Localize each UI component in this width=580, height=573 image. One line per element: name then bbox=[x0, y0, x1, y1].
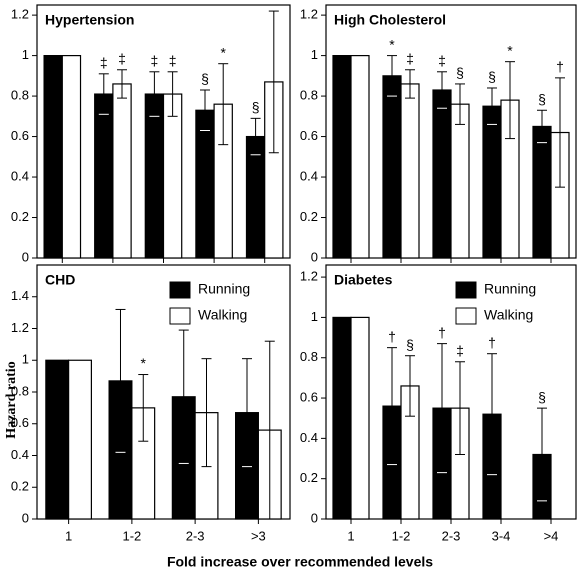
y-tick-label: 0.8 bbox=[11, 88, 29, 103]
bar bbox=[144, 93, 165, 259]
x-tick-label: 2-3 bbox=[186, 528, 205, 543]
significance-mark: ‡ bbox=[118, 50, 126, 66]
significance-mark: ‡ bbox=[406, 50, 414, 66]
significance-mark: ‡ bbox=[456, 342, 464, 358]
y-tick-label: 1.2 bbox=[300, 269, 318, 284]
y-tick-label: 0.4 bbox=[11, 447, 29, 462]
bar bbox=[432, 89, 452, 259]
x-tick-label: >4 bbox=[544, 528, 559, 543]
significance-mark: ‡ bbox=[169, 52, 177, 68]
legend-label: Running bbox=[484, 281, 536, 297]
y-tick-label: 0 bbox=[311, 510, 318, 525]
y-tick-label: 1.4 bbox=[11, 288, 29, 303]
y-tick-label: 1 bbox=[311, 309, 318, 324]
x-tick-label: 1-2 bbox=[392, 528, 411, 543]
y-tick-label: 0.8 bbox=[11, 383, 29, 398]
significance-mark: * bbox=[507, 42, 513, 58]
x-axis-label: Fold increase over recommended levels bbox=[167, 554, 433, 570]
legend-swatch bbox=[169, 281, 191, 299]
bar bbox=[43, 54, 63, 259]
panel-title: CHD bbox=[45, 272, 75, 288]
significance-mark: § bbox=[488, 69, 496, 85]
y-tick-label: 0.4 bbox=[300, 168, 318, 183]
significance-mark: * bbox=[141, 355, 147, 371]
x-tick-label: 2-3 bbox=[442, 528, 461, 543]
legend-label: Walking bbox=[484, 307, 533, 323]
significance-mark: † bbox=[388, 328, 396, 344]
legend-swatch bbox=[455, 281, 477, 299]
y-tick-label: 0.6 bbox=[11, 415, 29, 430]
x-tick-label: 1-2 bbox=[122, 528, 141, 543]
bar bbox=[332, 54, 352, 259]
significance-mark: † bbox=[438, 324, 446, 340]
bar bbox=[68, 359, 92, 520]
y-tick-label: 0.8 bbox=[300, 88, 318, 103]
y-tick-label: 0.2 bbox=[11, 479, 29, 494]
y-tick-label: 0.8 bbox=[300, 349, 318, 364]
bar bbox=[482, 105, 502, 259]
y-tick-label: 0 bbox=[22, 249, 29, 264]
y-axis-label: Hazard ratio bbox=[4, 361, 19, 438]
y-tick-label: 0.4 bbox=[300, 430, 318, 445]
y-tick-label: 0.2 bbox=[11, 209, 29, 224]
bar bbox=[350, 316, 370, 520]
significance-mark: § bbox=[201, 71, 209, 87]
bar bbox=[61, 54, 82, 259]
significance-mark: § bbox=[538, 389, 546, 405]
panel-title: Diabetes bbox=[334, 272, 393, 288]
x-tick-label: >3 bbox=[251, 528, 266, 543]
significance-mark: § bbox=[406, 336, 414, 352]
significance-mark: ‡ bbox=[438, 52, 446, 68]
bar bbox=[350, 54, 370, 259]
significance-mark: * bbox=[220, 44, 226, 60]
y-tick-label: 0.2 bbox=[300, 470, 318, 485]
y-tick-label: 0.6 bbox=[300, 389, 318, 404]
bar bbox=[94, 93, 114, 259]
y-tick-label: 1 bbox=[22, 47, 29, 62]
bar bbox=[195, 109, 215, 259]
x-tick-label: 1 bbox=[347, 528, 354, 543]
y-tick-label: 0.4 bbox=[11, 168, 29, 183]
significance-mark: § bbox=[252, 99, 260, 115]
legend-label: Running bbox=[198, 281, 250, 297]
panel-title: High Cholesterol bbox=[334, 12, 446, 28]
y-tick-label: 1 bbox=[311, 47, 318, 62]
significance-mark: § bbox=[456, 65, 464, 81]
y-tick-label: 0 bbox=[22, 510, 29, 525]
y-tick-label: 0.6 bbox=[11, 128, 29, 143]
y-tick-label: 0.6 bbox=[300, 128, 318, 143]
legend-swatch bbox=[169, 307, 191, 325]
bar bbox=[162, 93, 183, 259]
bar bbox=[450, 103, 470, 259]
y-tick-label: 1.2 bbox=[11, 320, 29, 335]
bar bbox=[400, 83, 420, 259]
bar bbox=[532, 125, 552, 259]
significance-mark: † bbox=[488, 334, 496, 350]
y-tick-label: 1.2 bbox=[300, 7, 318, 22]
bar bbox=[382, 75, 402, 259]
y-tick-label: 0.2 bbox=[300, 209, 318, 224]
panel-title: Hypertension bbox=[45, 12, 134, 28]
legend-label: Walking bbox=[198, 307, 247, 323]
significance-mark: ‡ bbox=[100, 55, 108, 71]
x-tick-label: 1 bbox=[65, 528, 72, 543]
significance-mark: † bbox=[556, 59, 564, 75]
y-tick-label: 0 bbox=[311, 249, 318, 264]
y-tick-label: 1 bbox=[22, 352, 29, 367]
bar bbox=[45, 359, 70, 520]
legend-swatch bbox=[455, 307, 477, 325]
significance-mark: * bbox=[389, 36, 395, 52]
bar bbox=[112, 83, 132, 259]
y-tick-label: 1.2 bbox=[11, 7, 29, 22]
x-tick-label: 3-4 bbox=[492, 528, 511, 543]
significance-mark: § bbox=[538, 91, 546, 107]
bar bbox=[332, 316, 352, 520]
significance-mark: ‡ bbox=[150, 52, 158, 68]
